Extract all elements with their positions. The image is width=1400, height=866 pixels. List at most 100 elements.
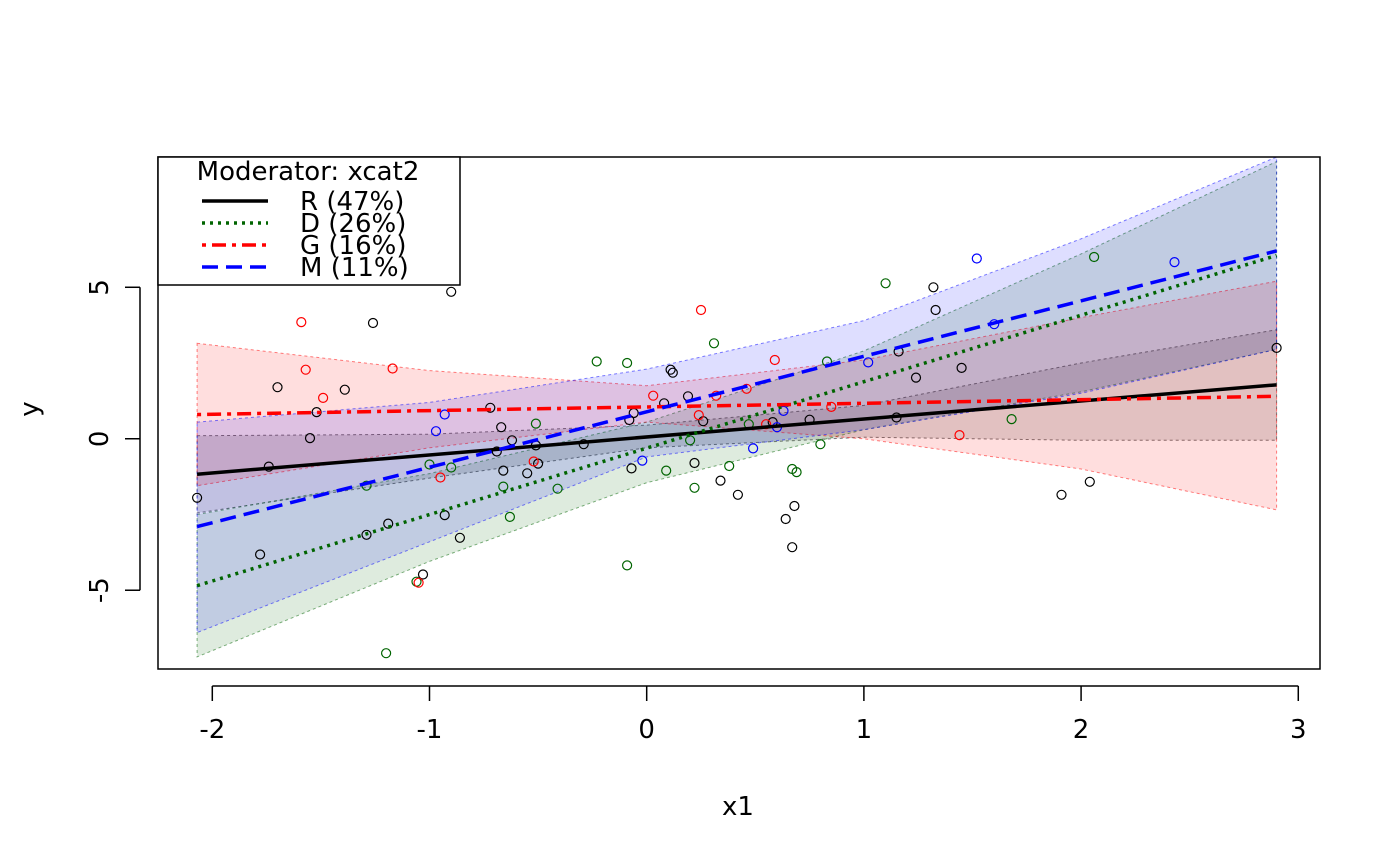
point-d bbox=[1088, 251, 1100, 263]
fit-line-m bbox=[196, 249, 1277, 529]
x-tick-label: -1 bbox=[417, 715, 443, 745]
point-d bbox=[1006, 414, 1017, 425]
confidence-bands bbox=[196, 156, 1278, 658]
point-g bbox=[387, 363, 398, 374]
point-r bbox=[485, 402, 496, 413]
point-r bbox=[367, 317, 379, 329]
point-r bbox=[930, 304, 941, 316]
y-tick-label: -5 bbox=[85, 577, 115, 603]
point-r bbox=[787, 542, 798, 553]
point-r bbox=[361, 529, 372, 540]
point-r bbox=[956, 362, 967, 373]
point-d bbox=[815, 439, 826, 450]
point-r bbox=[255, 549, 266, 560]
point-r bbox=[1271, 342, 1282, 353]
point-g bbox=[769, 354, 780, 366]
point-r bbox=[928, 282, 939, 293]
point-d bbox=[530, 418, 542, 429]
x-axis-label: x1 bbox=[722, 792, 754, 822]
legend-entry-d: D (26%) bbox=[300, 209, 406, 239]
point-m bbox=[637, 455, 648, 466]
point-m bbox=[439, 409, 450, 420]
point-d bbox=[684, 435, 696, 446]
plot-frame bbox=[157, 156, 1321, 670]
fit-line-r bbox=[196, 383, 1277, 476]
point-g bbox=[318, 392, 329, 403]
point-g bbox=[528, 456, 539, 467]
point-g bbox=[296, 317, 307, 328]
point-d bbox=[708, 338, 720, 349]
point-d bbox=[552, 483, 563, 494]
x-axis: -2 -1 0 1 2 3 bbox=[199, 685, 1307, 745]
point-d bbox=[504, 511, 515, 523]
y-tick-label: 5 bbox=[85, 279, 115, 296]
point-d bbox=[661, 465, 672, 476]
point-r bbox=[311, 407, 322, 418]
legend-entry-r: R (47%) bbox=[300, 187, 404, 217]
point-r bbox=[1084, 476, 1095, 487]
point-g bbox=[826, 401, 837, 412]
x-tick-label: 2 bbox=[1073, 715, 1090, 745]
point-m bbox=[747, 443, 759, 454]
point-r bbox=[910, 372, 922, 383]
point-r bbox=[1056, 489, 1067, 500]
point-r bbox=[522, 468, 533, 479]
point-r bbox=[454, 532, 465, 543]
x-tick-label: -2 bbox=[199, 715, 225, 745]
band-d bbox=[196, 160, 1278, 658]
point-r bbox=[732, 489, 744, 500]
point-r bbox=[689, 457, 700, 469]
y-axis-label: y bbox=[15, 401, 45, 416]
scatter-points bbox=[192, 251, 1282, 659]
legend-entry-g: G (16%) bbox=[300, 231, 407, 261]
point-r bbox=[789, 500, 800, 512]
point-d bbox=[591, 356, 602, 367]
x-tick-label: 3 bbox=[1290, 715, 1307, 745]
y-tick-label: 0 bbox=[85, 431, 115, 448]
point-r bbox=[383, 518, 394, 529]
point-g bbox=[300, 364, 311, 375]
point-m bbox=[1169, 257, 1180, 268]
point-r bbox=[192, 492, 203, 503]
point-r bbox=[498, 465, 509, 476]
point-m bbox=[778, 405, 789, 416]
point-r bbox=[304, 433, 316, 444]
point-m bbox=[863, 357, 874, 368]
point-r bbox=[272, 382, 283, 393]
point-d bbox=[880, 278, 891, 289]
legend: Moderator: xcat2 R (47%)D (26%)G (16%)M … bbox=[157, 156, 461, 286]
point-d bbox=[621, 357, 633, 369]
y-axis: -5 0 5 bbox=[85, 279, 141, 603]
point-m bbox=[971, 253, 982, 264]
point-d bbox=[381, 648, 392, 659]
band-g bbox=[196, 280, 1278, 511]
point-r bbox=[626, 463, 637, 474]
point-g bbox=[954, 430, 965, 441]
band-r bbox=[196, 329, 1278, 514]
point-g bbox=[648, 390, 659, 401]
point-r bbox=[339, 384, 350, 395]
point-d bbox=[724, 460, 735, 472]
fit-lines bbox=[196, 249, 1278, 588]
point-g bbox=[693, 410, 704, 421]
point-r bbox=[780, 513, 791, 525]
band-m bbox=[196, 156, 1278, 634]
legend-title: Moderator: xcat2 bbox=[197, 157, 420, 187]
x-tick-label: 0 bbox=[638, 715, 655, 745]
legend-box bbox=[157, 156, 461, 286]
point-d bbox=[446, 462, 457, 473]
point-g bbox=[435, 472, 446, 483]
point-d bbox=[621, 560, 633, 571]
point-d bbox=[689, 482, 700, 493]
legend-entry-m: M (11%) bbox=[300, 253, 409, 283]
point-g bbox=[413, 577, 424, 588]
point-r bbox=[667, 367, 678, 378]
point-r bbox=[417, 569, 429, 580]
x-tick-label: 1 bbox=[856, 715, 873, 745]
point-m bbox=[430, 426, 442, 437]
point-d bbox=[791, 467, 802, 478]
point-g bbox=[695, 304, 707, 316]
point-r bbox=[665, 364, 676, 375]
point-r bbox=[446, 286, 457, 297]
